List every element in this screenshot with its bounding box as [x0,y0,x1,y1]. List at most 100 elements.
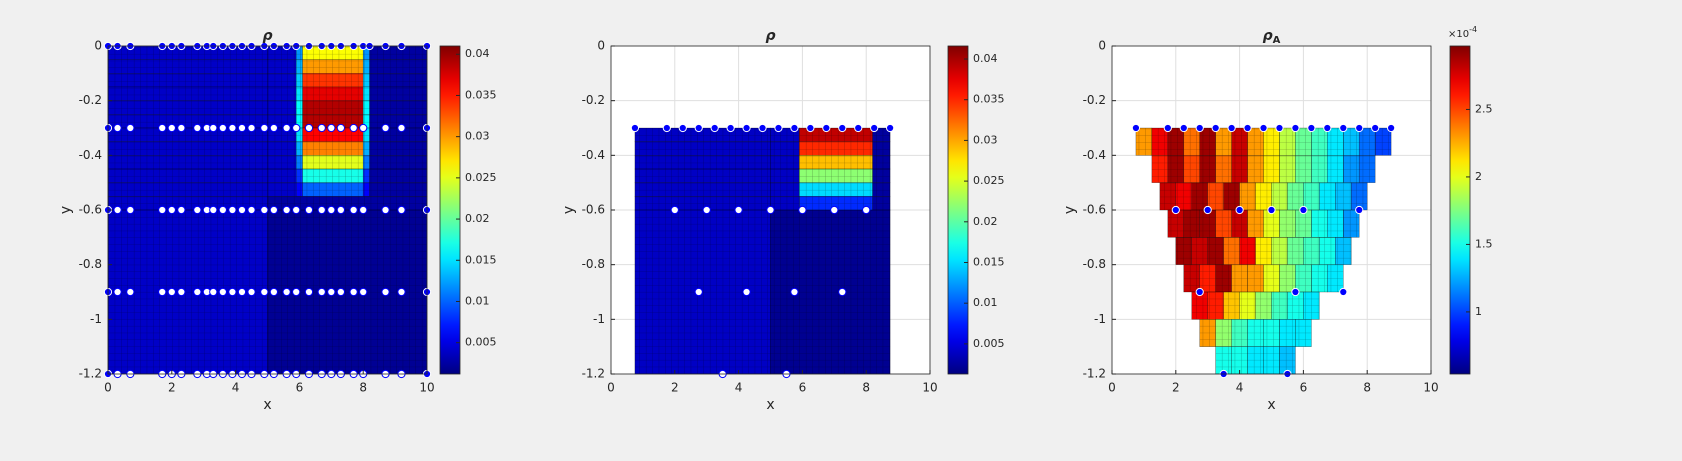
y-tick-label: -0.4 [1083,148,1106,162]
x-tick-label: 2 [671,381,679,395]
mesh [295,59,303,74]
mesh [362,73,370,88]
y-tick-label: 0 [1098,39,1106,53]
colorbar-tick-label: 1 [1475,305,1482,318]
colorbar-tick-label: 0.025 [973,174,1005,187]
mesh [872,141,891,156]
mesh [1231,319,1248,347]
electrode [193,123,202,133]
mesh [1263,319,1280,347]
y-axis-label: y [58,206,74,214]
mesh [1279,264,1296,293]
electrode [1211,123,1220,133]
mesh [872,168,891,183]
mesh [1247,155,1264,183]
y-tick-label: -0.8 [79,257,102,271]
y-tick-label: -1.2 [582,367,605,381]
mesh [362,100,370,115]
x-tick-label: 4 [1236,381,1244,395]
electrode [1291,123,1300,133]
colorbar [947,45,969,375]
mesh [362,59,370,74]
mesh [798,155,873,170]
mesh [872,182,891,197]
mesh [267,100,297,115]
electrode [822,123,831,133]
colorbar-tick-label: 2 [1475,170,1482,183]
electrode [678,123,687,133]
mesh [634,141,771,156]
electrode [113,123,122,133]
electrode [113,205,122,215]
electrode [304,123,314,133]
mesh [1247,127,1264,156]
electrode [126,205,135,215]
mesh [302,73,364,88]
mesh [1335,237,1352,265]
electrode [282,123,291,133]
electrode [1131,123,1141,133]
x-tick-label: 4 [735,381,743,395]
mesh [1231,155,1248,183]
electrode [336,123,345,133]
electrode [766,205,775,215]
electrode [237,205,247,215]
mesh [267,141,297,156]
mesh [798,141,873,156]
mesh [1215,209,1232,238]
x-tick-label: 8 [1363,381,1371,395]
mesh [107,168,268,183]
mesh [1199,264,1216,293]
mesh [1231,264,1248,293]
y-axis-label: y [1062,206,1078,214]
x-axis-label: x [766,397,774,413]
electrode [1259,123,1268,133]
mesh [1343,127,1360,156]
electrode [1235,205,1244,215]
electrode [317,205,326,215]
mesh [1239,182,1256,211]
electrode [1371,123,1380,133]
electrode [1163,123,1172,133]
mesh [369,73,428,88]
mesh [1279,209,1296,238]
colorbar-tick-label: 0.005 [973,337,1005,350]
mesh [634,168,771,183]
electrode [269,205,278,215]
mesh [267,155,297,170]
colorbar-tick-label: 0.02 [465,212,490,225]
mesh [302,182,364,197]
mesh [362,182,370,197]
mesh [634,196,771,211]
mesh [1311,209,1328,238]
colorbar-tick-label: 1.5 [1475,237,1493,250]
electrode [336,205,345,215]
y-tick-label: -0.8 [1083,257,1106,271]
electrode [359,205,368,215]
y-tick-label: -1 [90,312,102,326]
colorbar-multiplier: ×10-4 [1448,25,1477,41]
mesh [1335,182,1352,211]
mesh [107,100,268,115]
mesh [1255,237,1272,265]
electrode [167,205,176,215]
x-tick-label: 0 [607,381,615,395]
mesh [107,86,268,101]
x-tick-label: 0 [1108,381,1116,395]
electrode [237,287,247,297]
y-tick-label: -0.2 [1083,93,1106,107]
mesh [1358,127,1376,156]
electrode [177,123,186,133]
electrode [336,287,345,297]
y-tick-label: -0.6 [582,203,605,217]
mesh [1311,127,1328,156]
mesh [1167,209,1185,238]
mesh [1199,127,1216,156]
electrode [218,287,227,297]
electrode [292,205,301,215]
mesh [770,141,800,156]
mesh [1207,291,1224,320]
electrode [247,287,256,297]
x-tick-label: 2 [1172,381,1180,395]
